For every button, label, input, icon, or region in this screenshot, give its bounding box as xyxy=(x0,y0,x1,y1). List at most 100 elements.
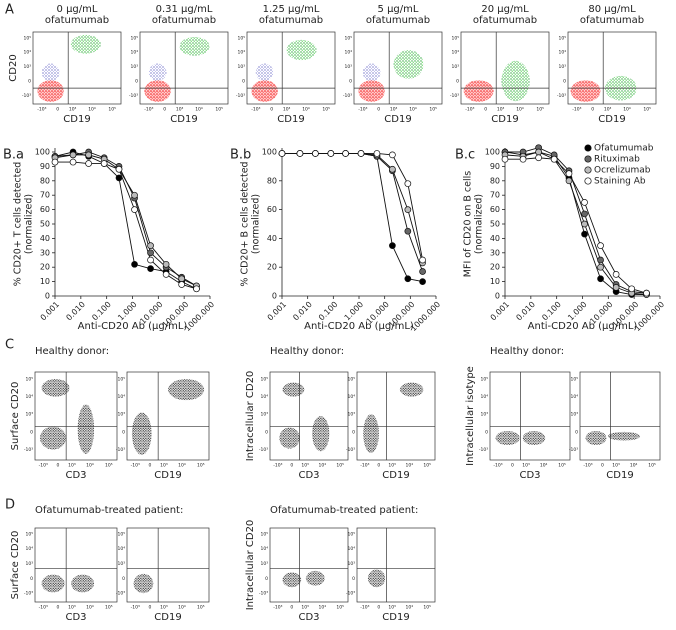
plot-frame xyxy=(34,527,118,603)
plot-frame xyxy=(269,527,349,603)
data-point xyxy=(535,148,542,156)
x-axis-label: CD19 xyxy=(277,114,304,125)
data-point xyxy=(178,275,186,283)
y-tick-label: 10 xyxy=(490,277,500,286)
x-tick-label: 10⁵ xyxy=(322,107,330,113)
y-tick-label: 10⁵ xyxy=(347,377,355,383)
x-tick-label: -10³ xyxy=(572,107,581,113)
plot-title: 0 μg/mL xyxy=(57,4,98,15)
x-tick-label: 0.001 xyxy=(266,300,289,323)
legend-marker xyxy=(584,177,592,185)
plot-frame xyxy=(34,371,118,461)
y-tick-label: 60 xyxy=(490,205,500,214)
x-tick-label: -10³ xyxy=(273,463,282,469)
x-tick-label: -10³ xyxy=(131,605,140,611)
y-tick-label: 70 xyxy=(40,191,50,200)
x-tick-label: 10⁴ xyxy=(405,463,413,469)
y-tick-label: 10⁴ xyxy=(558,50,566,56)
y-tick-label: -10³ xyxy=(346,591,355,597)
flow-plot xyxy=(567,31,657,105)
cell-cloud xyxy=(39,426,67,450)
cell-cloud xyxy=(501,60,530,102)
x-axis-label: CD19 xyxy=(154,470,181,481)
y-tick-label: 10⁵ xyxy=(570,377,578,383)
y-tick-label: 10⁴ xyxy=(570,394,578,400)
x-tick-label: 0 xyxy=(163,107,166,113)
y-axis-label: CD20 xyxy=(8,54,19,81)
plot-title: 20 μg/mL xyxy=(481,4,529,15)
y-axis-label: (normalized) xyxy=(24,194,35,254)
data-point xyxy=(597,242,604,249)
x-axis-label: CD3 xyxy=(65,470,86,481)
y-tick-label: 10³ xyxy=(23,64,31,70)
cell-cloud xyxy=(41,379,70,397)
y-tick-label: 10⁴ xyxy=(451,50,459,56)
x-tick-label: -10³ xyxy=(493,463,502,469)
data-point xyxy=(115,174,123,182)
y-tick-label: 10⁵ xyxy=(558,35,566,41)
y-axis-label: MFI of CD20 on B cells xyxy=(463,171,474,277)
y-tick-label: 80 xyxy=(490,176,500,185)
data-point xyxy=(581,230,588,238)
series-line xyxy=(505,147,647,294)
cell-cloud xyxy=(367,569,386,588)
panel-label: C xyxy=(5,338,14,353)
data-point xyxy=(581,220,588,228)
flow-plot xyxy=(34,527,118,603)
plot-frame xyxy=(567,31,657,105)
x-tick-label: -10³ xyxy=(273,605,282,611)
data-point xyxy=(389,151,396,159)
x-tick-label: 10³ xyxy=(612,463,620,469)
x-tick-label: -10³ xyxy=(39,605,48,611)
x-axis-label: Anti-CD20 Ab (μg/mL) xyxy=(304,321,414,332)
panel-label: B.b xyxy=(230,148,251,163)
flow-plot xyxy=(579,371,661,461)
group-title: Healthy donor: xyxy=(35,346,109,357)
data-point xyxy=(565,177,573,185)
series-line xyxy=(55,161,197,290)
y-tick-label: 100 xyxy=(262,148,277,157)
x-tick-label: -10³ xyxy=(251,107,260,113)
x-tick-label: 10⁵ xyxy=(429,107,437,113)
x-tick-label: 0.010 xyxy=(514,300,537,323)
data-point xyxy=(342,150,349,157)
y-tick-label: 10³ xyxy=(130,64,138,70)
cell-cloud xyxy=(522,430,546,446)
cell-cloud xyxy=(305,570,325,586)
y-tick-label: 70 xyxy=(490,191,500,200)
cell-cloud xyxy=(393,50,424,79)
flow-plot xyxy=(246,31,336,105)
cell-cloud xyxy=(71,574,95,593)
y-axis-label: % CD20+ B cells detected xyxy=(240,161,251,286)
x-tick-label: 0 xyxy=(511,463,514,469)
x-tick-label: 0 xyxy=(57,463,60,469)
x-tick-label: 10³ xyxy=(160,463,168,469)
y-tick-label: 30 xyxy=(40,248,50,257)
data-point xyxy=(69,151,77,159)
y-tick-label: 20 xyxy=(490,263,500,272)
cell-cloud xyxy=(286,39,317,61)
x-tick-label: 0 xyxy=(484,107,487,113)
x-axis-label: CD3 xyxy=(298,470,319,481)
x-tick-label: 0.100 xyxy=(540,300,563,323)
data-point xyxy=(131,191,138,199)
y-tick-label: 0 xyxy=(456,78,459,84)
x-tick-label: 0.001 xyxy=(39,300,62,323)
y-tick-label: 0 xyxy=(265,429,268,435)
y-tick-label: 0 xyxy=(45,292,50,301)
legend-label: Staining Ab xyxy=(594,177,646,187)
x-axis-label: Anti-CD20 Ab (μg/mL) xyxy=(78,321,188,332)
y-axis-label: (normalized) xyxy=(251,194,262,254)
y-tick-label: 0 xyxy=(28,78,31,84)
x-tick-label: 10⁴ xyxy=(86,605,94,611)
group-title: Ofatumumab-treated patient: xyxy=(270,505,418,516)
y-tick-label: 10³ xyxy=(25,561,33,567)
x-tick-label: 10⁴ xyxy=(409,107,417,113)
data-point xyxy=(296,150,304,157)
x-axis-label: CD19 xyxy=(491,114,518,125)
y-tick-label: -10³ xyxy=(116,591,125,597)
x-tick-label: 0 xyxy=(149,463,152,469)
plot-title: 1.25 μg/mL xyxy=(263,4,320,15)
plot-title: 5 μg/mL xyxy=(378,4,419,15)
series-line xyxy=(54,154,197,287)
